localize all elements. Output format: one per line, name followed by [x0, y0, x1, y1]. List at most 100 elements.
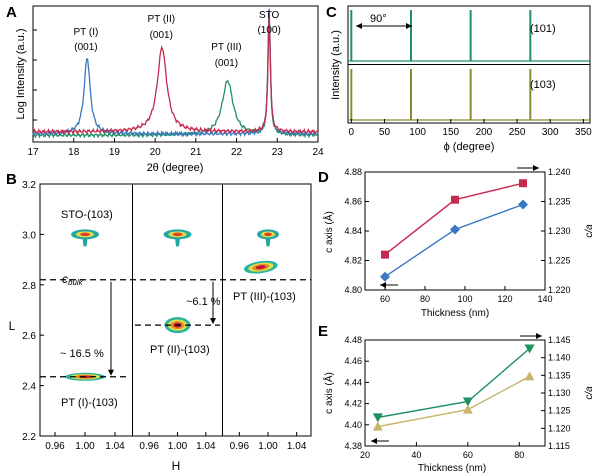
panel-a-xtick-label: 17 [27, 147, 39, 158]
panel-e-ytick-label: 4.42 [344, 399, 362, 409]
panel-d-marker-diamond [380, 271, 390, 282]
panel-b-label-pt3: PT (III)-(103) [233, 291, 296, 303]
panel-e-ytick-label: 4.46 [344, 356, 362, 366]
panel-e: 20 40 60 80 4.38 4.40 4.42 4.44 4.46 4.48 1.115 1.1… [322, 333, 595, 474]
panel-a-ylabel: Log Intensity (a.u.) [15, 28, 27, 119]
panel-c-xtick-label: 150 [442, 127, 459, 138]
panel-label-d: D [318, 169, 329, 186]
panel-d-y2tick-label: 1.220 [548, 285, 571, 295]
panel-d-series-line [384, 203, 524, 278]
panel-b-ytick-label: 3.0 [22, 230, 36, 241]
contour-core [80, 232, 90, 237]
panel-d-ytick-label: 4.86 [344, 197, 362, 207]
panel-b-ytick-label: 2.4 [22, 382, 36, 393]
panel-a-annotation: (100) [257, 25, 280, 36]
panel-c-xtick-label: 100 [409, 127, 426, 138]
panel-c-ylabel: Intensity (a.u.) [330, 30, 342, 100]
panel-b-yticks: 2.2 2.4 2.6 2.8 3.0 3.2 [22, 180, 44, 443]
panel-label-c: C [326, 4, 337, 21]
panel-d-right-arrowhead [533, 165, 539, 171]
panel-label-a: A [6, 4, 17, 21]
panel-e-data [372, 344, 535, 431]
panel-c-label-103: (103) [530, 79, 556, 91]
panel-d-y2tick-label: 1.240 [548, 167, 571, 177]
panel-b-label-pt2: PT (II)-(103) [150, 344, 210, 356]
contour-tail [174, 234, 181, 247]
panel-d-series-line [384, 182, 524, 256]
panel-c-ticks: 0 50 100 150 200 250 300 350 [349, 119, 592, 138]
panel-c-xlabel: ϕ (degree) [444, 141, 495, 153]
panel-e-y2tick-label: 1.135 [548, 370, 571, 380]
panel-c-xtick-label: 250 [509, 127, 526, 138]
panel-b-frames [39, 183, 312, 437]
panel-d-xtick-label: 120 [497, 294, 512, 304]
panel-e-marker-triangle-up [372, 421, 383, 431]
panel-b-peak-spot [243, 260, 278, 274]
panel-a: 17 18 19 20 21 22 23 24 2θ (degree) Log Intensi… [15, 5, 324, 174]
panel-c: 0 50 100 150 200 250 300 350 90° (101) (103) ϕ … [330, 5, 592, 153]
panel-e-y2tick-label: 1.145 [548, 335, 571, 345]
panel-b-cbulk-label: cbulk [62, 272, 84, 287]
panel-d-y2tick-label: 1.225 [548, 256, 571, 266]
panel-b-xlabel: H [172, 459, 181, 473]
panel-d-xlabel: Thickness (nm) [421, 308, 489, 319]
panel-label-b: B [6, 171, 17, 188]
panel-d-xtick-label: 100 [457, 294, 472, 304]
panel-e-xlabel: Thickness (nm) [418, 463, 486, 474]
panel-d-left-arrowhead [380, 282, 386, 288]
panel-d-marker-diamond [518, 199, 528, 210]
panel-c-xtick-label: 50 [379, 127, 391, 138]
panel-c-xtick-label: 300 [542, 127, 559, 138]
contour-core [172, 232, 183, 237]
panel-d-y2tick-label: 1.230 [548, 226, 571, 236]
panel-e-y2label: c/a [584, 386, 595, 400]
panel-a-xtick-label: 23 [272, 147, 284, 158]
panel-e-xtick-label: 60 [463, 450, 473, 460]
panel-a-annotation: (001) [215, 58, 238, 69]
panel-d-y2tick-label: 1.235 [548, 197, 571, 207]
panel-b-xtick-label: 0.96 [45, 441, 65, 452]
panel-b-xtick-label: 1.00 [258, 441, 278, 452]
panel-b-ytick-label: 2.8 [22, 281, 36, 292]
panel-d-ytick-label: 4.80 [344, 285, 362, 295]
panel-c-xtick-label: 200 [476, 127, 493, 138]
panel-b-label-pt1: PT (I)-(103) [61, 397, 118, 409]
panel-a-xlabel: 2θ (degree) [147, 162, 204, 174]
panel-b-sto-label: STO-(103) [61, 209, 113, 221]
contour-tail [265, 234, 271, 247]
panel-a-annotation: (001) [150, 30, 173, 41]
panel-d-ytick-label: 4.82 [344, 256, 362, 266]
panel-a-frame [32, 5, 319, 143]
panel-c-90-arrowheads [356, 23, 412, 29]
panel-e-xtick-label: 20 [360, 450, 370, 460]
panel-e-frame [364, 339, 546, 447]
panel-c-xtick-label: 350 [575, 127, 592, 138]
panel-e-left-arrowhead [371, 438, 377, 444]
panel-a-ticks: 17 18 19 20 21 22 23 24 [27, 138, 324, 158]
panel-c-label-101: (101) [530, 23, 556, 35]
panel-e-marker-triangle-up [524, 371, 535, 381]
panel-d-axes: 60 80 100 120 140 4.80 4.82 4.84 4.86 4.88 1.220 1.… [344, 167, 570, 304]
panel-b-xtick-label: 1.04 [287, 441, 307, 452]
panel-a-xtick-label: 22 [231, 147, 243, 158]
panel-b-xtick-label: 0.96 [230, 441, 250, 452]
panel-e-y2tick-label: 1.115 [548, 441, 570, 451]
panel-e-series-line [377, 347, 531, 419]
panel-label-e: E [318, 323, 328, 340]
panel-b-xtick-label: 1.04 [196, 441, 216, 452]
panel-e-y2tick-label: 1.130 [548, 388, 571, 398]
panel-e-axes: 20 40 60 80 4.38 4.40 4.42 4.44 4.46 4.48 1.115 1.1… [344, 335, 570, 460]
panel-a-annotation: PT (III) [211, 42, 241, 53]
panel-a-xtick-label: 18 [68, 147, 80, 158]
panel-b-xtick-label: 1.00 [75, 441, 95, 452]
panel-b-xtick-label: 1.00 [168, 441, 188, 452]
panel-b-ytick-label: 3.2 [22, 180, 36, 191]
panel-d-xtick-label: 60 [380, 294, 390, 304]
panel-e-y2tick-label: 1.125 [548, 406, 571, 416]
panel-b-peak-spot [257, 229, 279, 247]
panel-e-ytick-label: 4.44 [344, 377, 362, 387]
panel-e-marker-triangle-down [524, 344, 535, 354]
panel-d-xtick-label: 80 [420, 294, 430, 304]
panel-b-peak-spot [71, 229, 99, 247]
